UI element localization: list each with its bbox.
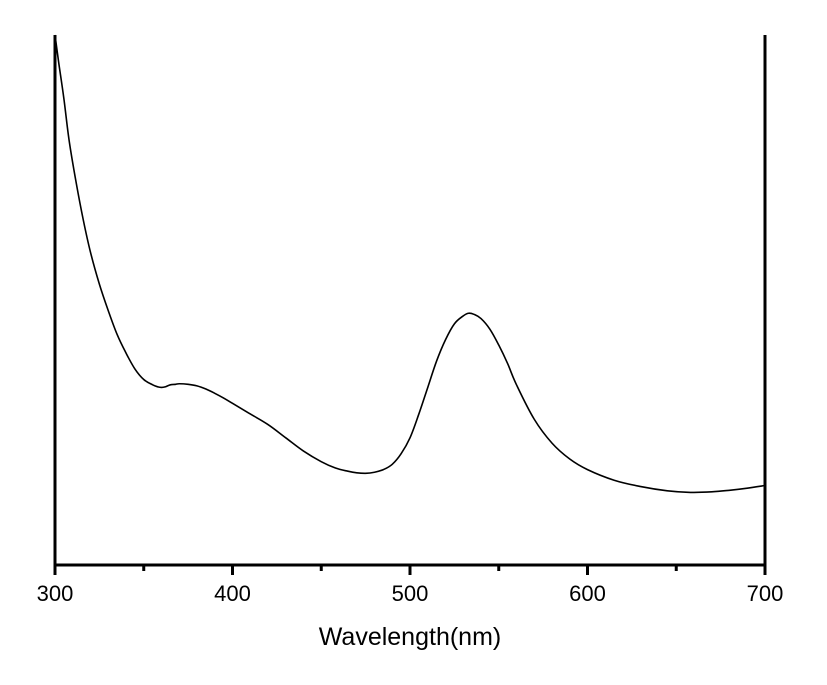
x-tick-label: 400 xyxy=(214,581,251,606)
chart-container: 300 400 500 600 700 Wavelength(nm) xyxy=(0,0,827,685)
x-tick-label: 700 xyxy=(747,581,784,606)
x-tick-label: 500 xyxy=(392,581,429,606)
x-tick-label: 600 xyxy=(569,581,606,606)
x-axis-title: Wavelength(nm) xyxy=(319,623,501,651)
spectrum-chart: 300 400 500 600 700 Wavelength(nm) xyxy=(0,0,827,685)
x-tick-label: 300 xyxy=(37,581,74,606)
spectrum-curve xyxy=(55,35,765,492)
